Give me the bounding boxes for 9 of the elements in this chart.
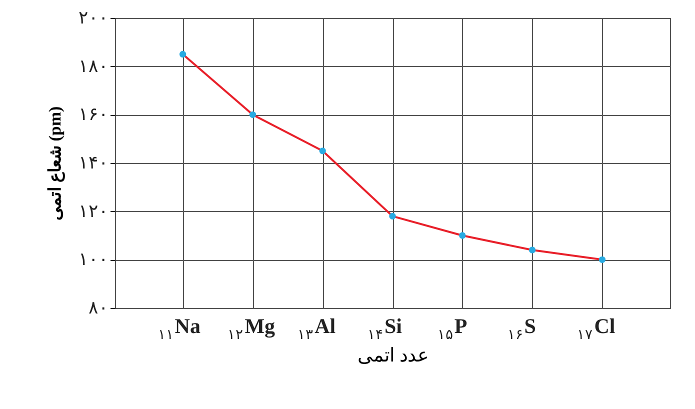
y-tick-label: ۱۸۰ — [78, 56, 108, 76]
y-tick-label: ۲۰۰ — [78, 8, 108, 28]
y-tick-label: ۱۲۰ — [78, 200, 108, 221]
y-tick-label: ۱۴۰ — [78, 152, 108, 172]
y-tick-label: ۸۰ — [88, 298, 108, 318]
y-axis-title: شعاع اتمی (pm) — [46, 106, 66, 221]
y-tick-label: ۱۰۰ — [78, 249, 108, 270]
x-axis-title: عدد اتمی — [358, 346, 428, 366]
y-tick-label: ۱۶۰ — [78, 104, 108, 124]
